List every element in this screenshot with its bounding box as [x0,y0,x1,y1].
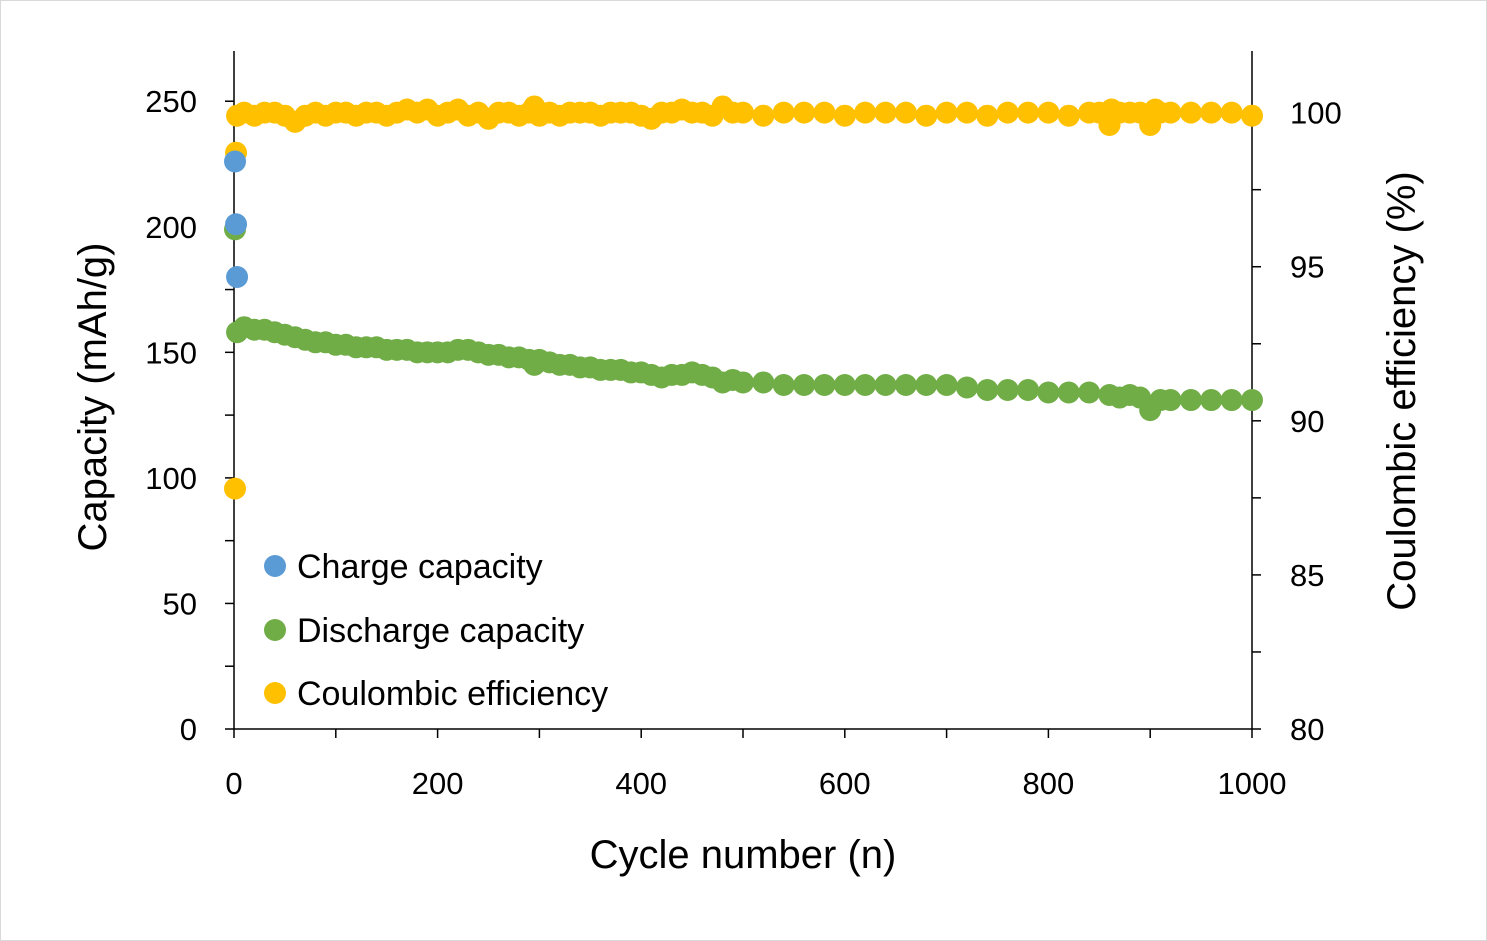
y-tick-label: 200 [145,210,197,245]
coulombic-efficiency-point [955,101,978,124]
discharge-capacity-point [1078,381,1101,404]
x-tick-label: 0 [225,766,242,801]
discharge-capacity-point [935,373,958,396]
discharge-capacity-point [732,371,754,394]
discharge-capacity-point [874,373,897,396]
coulombic-efficiency-point [752,104,775,127]
y-tick-label: 150 [145,335,197,370]
discharge-capacity-point [1241,389,1263,412]
y-tick-label: 100 [145,461,197,496]
discharge-capacity-point [1179,389,1202,412]
legend: Charge capacity Discharge capacity Coulo… [264,548,608,713]
y2-tick-label: 80 [1290,712,1324,747]
legend-marker-efficiency [264,682,286,704]
coulombic-efficiency-point [996,101,1019,124]
coulombic-efficiency-point [976,104,999,127]
coulombic-efficiency-point [935,101,958,124]
legend-item-charge: Charge capacity [264,548,543,586]
coulombic-efficiency-point [874,101,897,124]
discharge-capacity-point [1200,389,1223,412]
discharge-capacity-point [1220,389,1243,412]
discharge-capacity-point [1057,381,1080,404]
coulombic-efficiency-point [1159,101,1182,124]
charge-capacity-point [225,213,248,236]
legend-label-efficiency: Coulombic efficiency [297,675,608,713]
x-tick-label: 1000 [1218,766,1287,801]
x-tick-label: 600 [819,766,871,801]
data-marks [224,95,1263,500]
y2-tick-label: 95 [1290,250,1324,285]
coulombic-efficiency-point [772,101,795,124]
x-tick-label: 400 [615,766,667,801]
coulombic-efficiency-point [793,101,816,124]
discharge-capacity-point [854,373,877,396]
y2-axis-title: Coulombic efficiency (%) [1380,171,1424,610]
y2-tick-label: 100 [1290,96,1342,131]
discharge-capacity-point [813,373,836,396]
y-tick-label: 0 [180,712,197,747]
coulombic-efficiency-point [224,477,247,500]
y-tick-label: 250 [145,84,197,119]
discharge-capacity-point [772,373,795,396]
y2-tick-label: 90 [1290,404,1324,439]
discharge-capacity-point [955,376,978,399]
coulombic-efficiency-point [1037,101,1060,124]
charge-capacity-point [226,266,249,288]
legend-item-discharge: Discharge capacity [264,612,584,650]
y2-tick-label: 85 [1290,558,1324,593]
x-axis-title: Cycle number (n) [590,833,897,877]
discharge-capacity-point [752,371,775,394]
x-tick-label: 800 [1023,766,1075,801]
coulombic-efficiency-point [1057,104,1080,127]
coulombic-efficiency-point [1179,101,1202,124]
discharge-capacity-point [976,379,999,401]
coulombic-efficiency-point [813,101,836,124]
coulombic-efficiency-point [915,104,938,127]
y-tick-label: 50 [163,586,197,621]
legend-label-discharge: Discharge capacity [297,612,584,650]
coulombic-efficiency-point [1017,101,1040,124]
discharge-capacity-point [996,379,1019,401]
legend-item-efficiency: Coulombic efficiency [264,675,608,713]
legend-marker-discharge [264,619,286,641]
discharge-capacity-point [833,373,856,396]
coulombic-efficiency-point [894,101,917,124]
coulombic-efficiency-point [1220,101,1243,124]
discharge-capacity-point [1037,381,1060,404]
legend-label-charge: Charge capacity [297,548,543,586]
x-tick-label: 200 [412,766,464,801]
discharge-capacity-point [1017,379,1040,401]
charge-capacity-point [224,150,247,173]
coulombic-efficiency-point [732,101,754,124]
legend-marker-charge [264,555,286,577]
coulombic-efficiency-point [1200,101,1223,124]
discharge-capacity-point [894,373,917,396]
discharge-capacity-point [793,373,816,396]
discharge-capacity-point [1159,389,1182,412]
coulombic-efficiency-point [833,104,856,127]
coulombic-efficiency-point [854,101,877,124]
discharge-capacity-point [915,373,938,396]
ticks: 0 200 400 600 800 1000 0 50 100 150 200 250 80 85 90 95… [145,84,1341,801]
y-axis-title: Capacity (mAh/g) [71,243,115,552]
coulombic-efficiency-point [1241,104,1263,127]
